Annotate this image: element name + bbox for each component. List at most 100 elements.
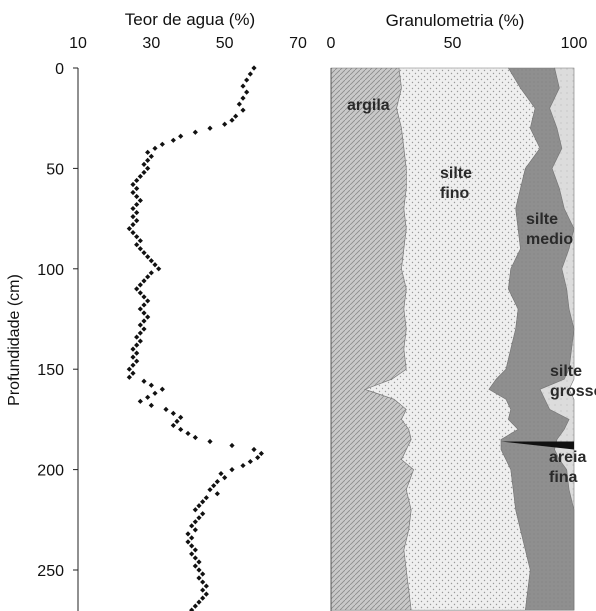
y-tick-label-1: 50: [46, 161, 64, 178]
water-point-130: [192, 603, 198, 609]
water-point-26: [134, 185, 140, 192]
water-point-100: [211, 483, 217, 489]
grain-x-tick-0: 0: [327, 35, 336, 52]
water-point-28: [134, 193, 140, 200]
water-point-131: [189, 607, 195, 611]
water-point-105: [196, 503, 202, 509]
y-axis-label: Profundidade (cm): [6, 274, 23, 406]
zone-label-1-0: silte: [440, 165, 472, 182]
water-point-72: [130, 370, 136, 376]
water-point-17: [145, 149, 151, 155]
area-areia-fina: [501, 441, 574, 450]
area-silte-grosso: [539, 67, 575, 611]
water-point-86: [178, 426, 184, 433]
water-point-49: [141, 278, 147, 284]
water-y-ticks: 0 50 100 150 200 250: [37, 61, 78, 580]
water-content-series: [126, 65, 264, 611]
water-point-33: [130, 213, 136, 220]
water-point-70: [130, 362, 136, 368]
water-point-3: [240, 83, 246, 89]
water-point-87: [185, 430, 191, 437]
water-point-77: [152, 390, 158, 396]
water-point-12: [192, 129, 198, 135]
water-point-96: [229, 467, 235, 473]
area-argila: [330, 67, 414, 611]
water-point-34: [134, 218, 140, 224]
water-point-10: [222, 121, 228, 127]
water-point-66: [130, 346, 136, 352]
water-point-58: [145, 314, 151, 320]
water-point-57: [141, 310, 147, 316]
zone-label-3-1: grosso: [550, 383, 596, 400]
water-point-85: [170, 422, 176, 429]
water-point-48: [145, 274, 151, 280]
water-point-90: [229, 442, 235, 449]
water-point-47: [148, 270, 154, 276]
water-point-8: [233, 113, 239, 119]
water-point-73: [126, 374, 132, 380]
water-point-27: [130, 189, 136, 196]
water-point-98: [222, 475, 228, 481]
water-point-129: [196, 599, 202, 605]
y-tick-label-4: 200: [37, 463, 64, 480]
water-point-89: [207, 438, 213, 445]
water-point-39: [137, 238, 143, 244]
water-point-110: [189, 523, 195, 529]
water-point-54: [145, 298, 151, 304]
water-point-1: [247, 71, 253, 77]
water-x-tick-0: 10: [69, 35, 87, 52]
water-point-41: [137, 246, 143, 252]
water-point-69: [134, 358, 140, 364]
water-point-42: [141, 250, 147, 256]
water-point-123: [196, 575, 202, 581]
water-point-117: [189, 551, 195, 557]
grain-chart-title: Granulometria (%): [386, 11, 525, 30]
grain-x-tick-1: 50: [444, 35, 462, 52]
water-point-35: [130, 222, 136, 228]
zone-label-4-1: fina: [549, 469, 578, 486]
water-point-29: [137, 197, 143, 204]
water-point-119: [196, 559, 202, 565]
water-point-78: [145, 394, 151, 400]
water-point-21: [145, 165, 151, 171]
zone-label-0-0: argila: [347, 97, 390, 114]
water-point-38: [134, 234, 140, 240]
water-point-56: [137, 306, 143, 312]
water-point-99: [214, 479, 220, 485]
water-point-106: [192, 507, 198, 513]
water-x-tick-3: 70: [289, 35, 307, 52]
water-point-74: [141, 378, 147, 384]
water-point-5: [240, 95, 246, 101]
water-point-125: [203, 583, 209, 589]
water-point-76: [159, 386, 165, 392]
water-point-92: [258, 450, 264, 457]
water-point-46: [156, 266, 162, 272]
y-tick-label-3: 150: [37, 362, 64, 379]
water-point-118: [192, 555, 198, 561]
water-point-88: [192, 434, 198, 441]
water-point-109: [192, 519, 198, 525]
grain-x-ticks: 0 50 100: [327, 35, 588, 52]
water-point-51: [134, 286, 140, 292]
grain-size-areas: [330, 67, 575, 611]
water-point-4: [244, 89, 250, 95]
zone-label-2-1: medio: [526, 231, 573, 248]
water-point-24: [134, 177, 140, 184]
water-point-20: [141, 161, 147, 167]
water-point-53: [141, 294, 147, 300]
water-point-103: [203, 495, 209, 501]
y-tick-label-5: 250: [37, 563, 64, 580]
water-point-7: [240, 107, 246, 113]
water-point-97: [218, 471, 224, 477]
water-point-14: [170, 137, 176, 143]
water-point-44: [148, 258, 154, 264]
grain-zone-labels: argila silte fino silte medio silte grosso arei…: [347, 97, 596, 486]
water-point-67: [134, 350, 140, 356]
water-point-55: [141, 302, 147, 308]
zone-label-2-0: silte: [526, 211, 558, 228]
water-point-115: [189, 543, 195, 549]
water-point-83: [178, 414, 184, 420]
water-point-60: [137, 322, 143, 328]
water-point-126: [200, 587, 206, 593]
water-point-0: [251, 65, 257, 71]
